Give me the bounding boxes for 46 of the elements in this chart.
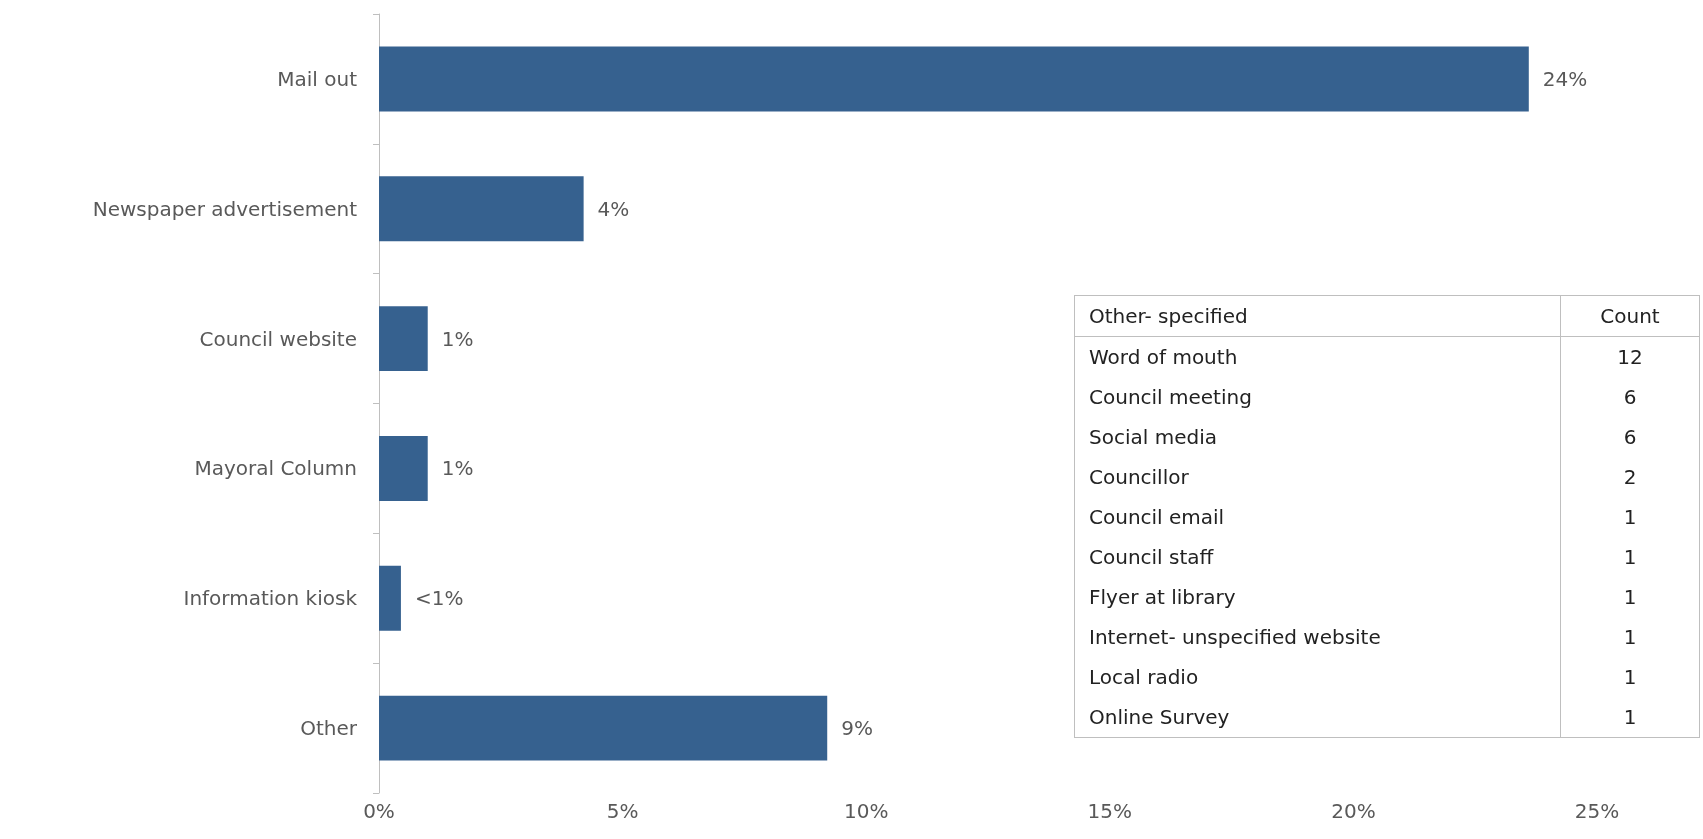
text: Count — [1560, 295, 1700, 337]
data-label: 24% — [1542, 66, 1588, 91]
category-label: Council meeting — [1088, 384, 1253, 411]
x-tick-label: 20% — [1331, 799, 1376, 823]
data-label: 6 — [1560, 417, 1700, 457]
data-label: 9% — [841, 716, 873, 741]
bar — [379, 46, 1529, 112]
bar — [379, 176, 584, 242]
data-label: 6 — [1560, 377, 1700, 417]
data-label: 1 — [1560, 577, 1700, 617]
y-tick-label: Mayoral Column — [194, 456, 357, 481]
data-label: 1% — [441, 456, 474, 481]
bar — [379, 565, 401, 631]
bar — [379, 306, 428, 372]
x-tick-label: 15% — [1087, 799, 1133, 823]
data-label: 12 — [1560, 336, 1700, 377]
category-label: Councillor — [1088, 464, 1190, 491]
data-label: 1 — [1560, 657, 1700, 697]
x-tick-label: 0% — [363, 799, 395, 823]
category-label: Internet- unspecified website — [1088, 624, 1382, 651]
data-label: 1 — [1560, 497, 1700, 537]
bar — [379, 435, 428, 501]
data-label: <1% — [414, 586, 464, 611]
data-label: 2 — [1560, 457, 1700, 497]
data-label: 1 — [1560, 537, 1700, 577]
y-tick-label: Council website — [199, 326, 357, 351]
category-label: Flyer at library — [1088, 584, 1237, 611]
x-tick-label: 25% — [1574, 799, 1620, 823]
bar — [379, 695, 828, 761]
category-label: Council staff — [1088, 544, 1215, 571]
data-label: 1 — [1560, 617, 1700, 657]
y-tick-label: Information kiosk — [183, 586, 358, 611]
y-tick-label: Newspaper advertisement — [92, 196, 358, 221]
category-label: Local radio — [1088, 664, 1200, 691]
text: Other- specified — [1074, 295, 1561, 337]
x-tick-label: 5% — [606, 799, 639, 823]
category-label: Social media — [1088, 424, 1218, 451]
data-label: 4% — [597, 196, 630, 221]
category-label: Council email — [1088, 504, 1226, 531]
x-tick-label: 10% — [843, 799, 889, 823]
category-label: Online Survey — [1088, 704, 1231, 731]
data-label: 1 — [1560, 697, 1700, 738]
data-label: 1% — [441, 326, 474, 351]
category-label: Word of mouth — [1088, 344, 1239, 371]
y-tick-label: Mail out — [277, 66, 358, 91]
y-tick-label: Other — [300, 716, 358, 741]
